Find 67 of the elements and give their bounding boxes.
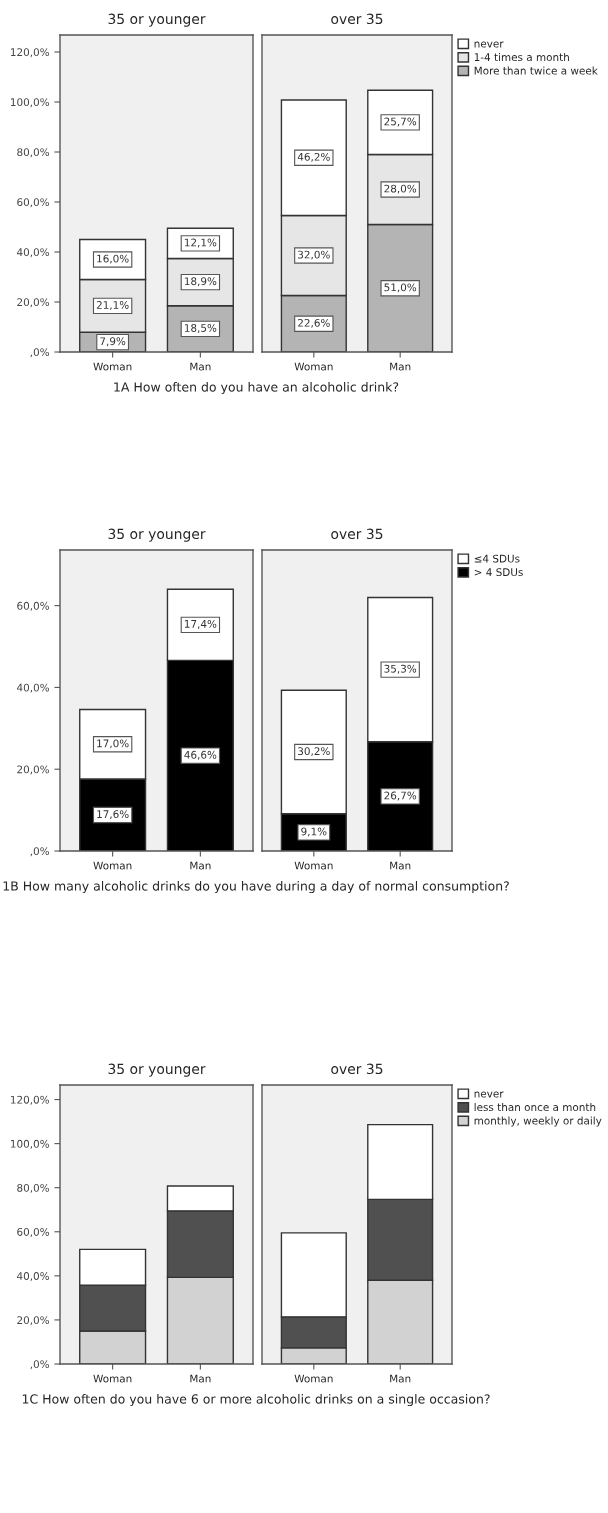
data-label: 18,9% [184,277,217,287]
data-label: 12,1% [184,238,217,248]
chart-title: over 35 [331,13,383,25]
y-tick-label: 120,0% [11,48,50,58]
y-tick-label: 20,0% [17,298,50,308]
data-label: 22,6% [298,318,330,328]
y-tick-label: 40,0% [17,1272,50,1282]
x-tick-label: Man [190,861,211,870]
y-tick-label: 80,0% [17,1183,50,1193]
x-tick-label: Man [190,1374,211,1383]
legend-label: less than once a month [474,1103,596,1112]
y-tick-label: ,0% [30,1360,50,1370]
x-tick-label: Woman [93,362,132,371]
y-tick-label: 100,0% [11,1139,50,1149]
data-label: 30,2% [298,747,330,757]
data-label: 17,6% [97,810,129,820]
data-label: 18,5% [184,324,217,333]
y-tick-label: 80,0% [17,148,50,158]
data-label: 21,1% [96,301,129,310]
x-tick-label: Woman [294,861,333,870]
x-tick-label: Woman [294,1374,333,1383]
data-label: 46,6% [184,750,217,760]
data-label: 26,7% [384,791,417,801]
data-label: 17,4% [184,619,217,629]
x-tick-label: Woman [93,861,132,870]
y-tick-label: ,0% [30,348,50,358]
data-label: 16,0% [97,254,129,264]
x-tick-label: Woman [93,1374,132,1383]
y-tick-label: 40,0% [17,248,50,258]
data-label: 17,0% [97,739,129,749]
x-axis-title: 1A How often do you have an alcoholic drink? [114,382,399,395]
data-label: 28,0% [384,184,417,194]
y-tick-label: 40,0% [17,683,50,693]
x-tick-label: Man [390,861,411,870]
data-label: 51,0% [384,283,417,293]
legend-label: > 4 SDUs [474,568,523,577]
data-label: 9,1% [301,827,327,837]
y-tick-label: 20,0% [17,765,50,775]
legend-label: 1-4 times a month [474,53,569,62]
y-tick-label: 20,0% [17,1316,50,1326]
x-axis-title: 1C How often do you have 6 or more alcoholic drinks on a single occasion? [22,1394,490,1407]
x-tick-label: Woman [294,362,333,371]
chart-title: over 35 [331,528,383,540]
data-label: 32,0% [298,250,330,260]
data-label: 35,3% [384,664,417,674]
legend-label: never [474,1091,504,1098]
legend-label: never [474,41,504,48]
chart-title: over 35 [331,1063,383,1075]
chart-title: 35 or younger [108,528,206,542]
legend-label: More than twice a week [474,66,598,75]
data-label: 25,7% [384,117,417,127]
chart-title: 35 or younger [108,13,206,27]
y-tick-label: ,0% [30,847,50,857]
data-label: 7,9% [100,337,126,347]
data-label: 46,2% [297,152,330,162]
y-tick-label: 100,0% [11,98,50,108]
x-axis-title: 1B How many alcoholic drinks do you have during a day of normal consumption? [3,881,509,894]
legend-label: monthly, weekly or daily [474,1116,602,1127]
x-tick-label: Man [190,362,211,371]
x-tick-label: Man [390,1374,411,1383]
chart-title: 35 or younger [108,1063,206,1077]
y-tick-label: 120,0% [11,1095,50,1105]
y-tick-label: 60,0% [17,198,50,208]
x-tick-label: Man [390,362,411,371]
legend-label: ≤4 SDUs [474,554,520,563]
y-tick-label: 60,0% [17,1228,50,1237]
y-tick-label: 60,0% [17,601,50,611]
